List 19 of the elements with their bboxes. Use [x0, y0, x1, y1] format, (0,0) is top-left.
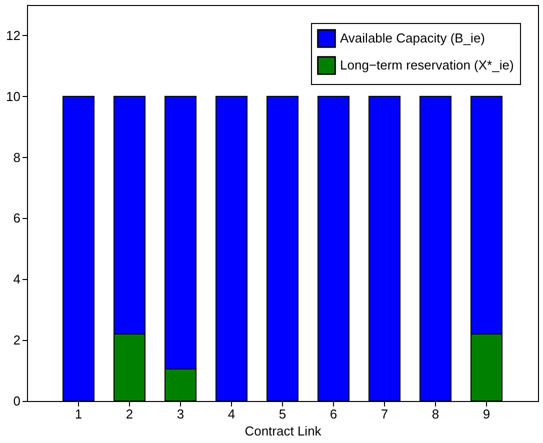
x-tick-label: 8 — [432, 406, 440, 422]
x-axis-title: Contract Link — [244, 424, 322, 438]
x-tick-label: 6 — [330, 406, 338, 422]
x-tick-label: 7 — [380, 406, 388, 422]
y-tick-label: 4 — [13, 272, 20, 287]
x-tick-label: 4 — [228, 406, 236, 422]
y-tick-label: 2 — [13, 332, 20, 348]
legend-label: Available Capacity (B_ie) — [340, 30, 485, 46]
y-tick-label: 0 — [13, 394, 20, 408]
legend-label: Long−term reservation (X*_ie) — [340, 58, 514, 72]
x-tick-label: 3 — [176, 406, 184, 422]
y-tick-label: 12 — [6, 28, 20, 43]
y-tick-label: 10 — [6, 88, 20, 104]
x-tick-label: 9 — [482, 406, 490, 422]
y-tick-label: 6 — [13, 210, 20, 226]
x-tick-label: 1 — [74, 406, 82, 422]
y-tick-label: 8 — [13, 150, 20, 165]
x-tick-label: 2 — [126, 406, 134, 422]
x-tick-label: 5 — [278, 406, 286, 422]
